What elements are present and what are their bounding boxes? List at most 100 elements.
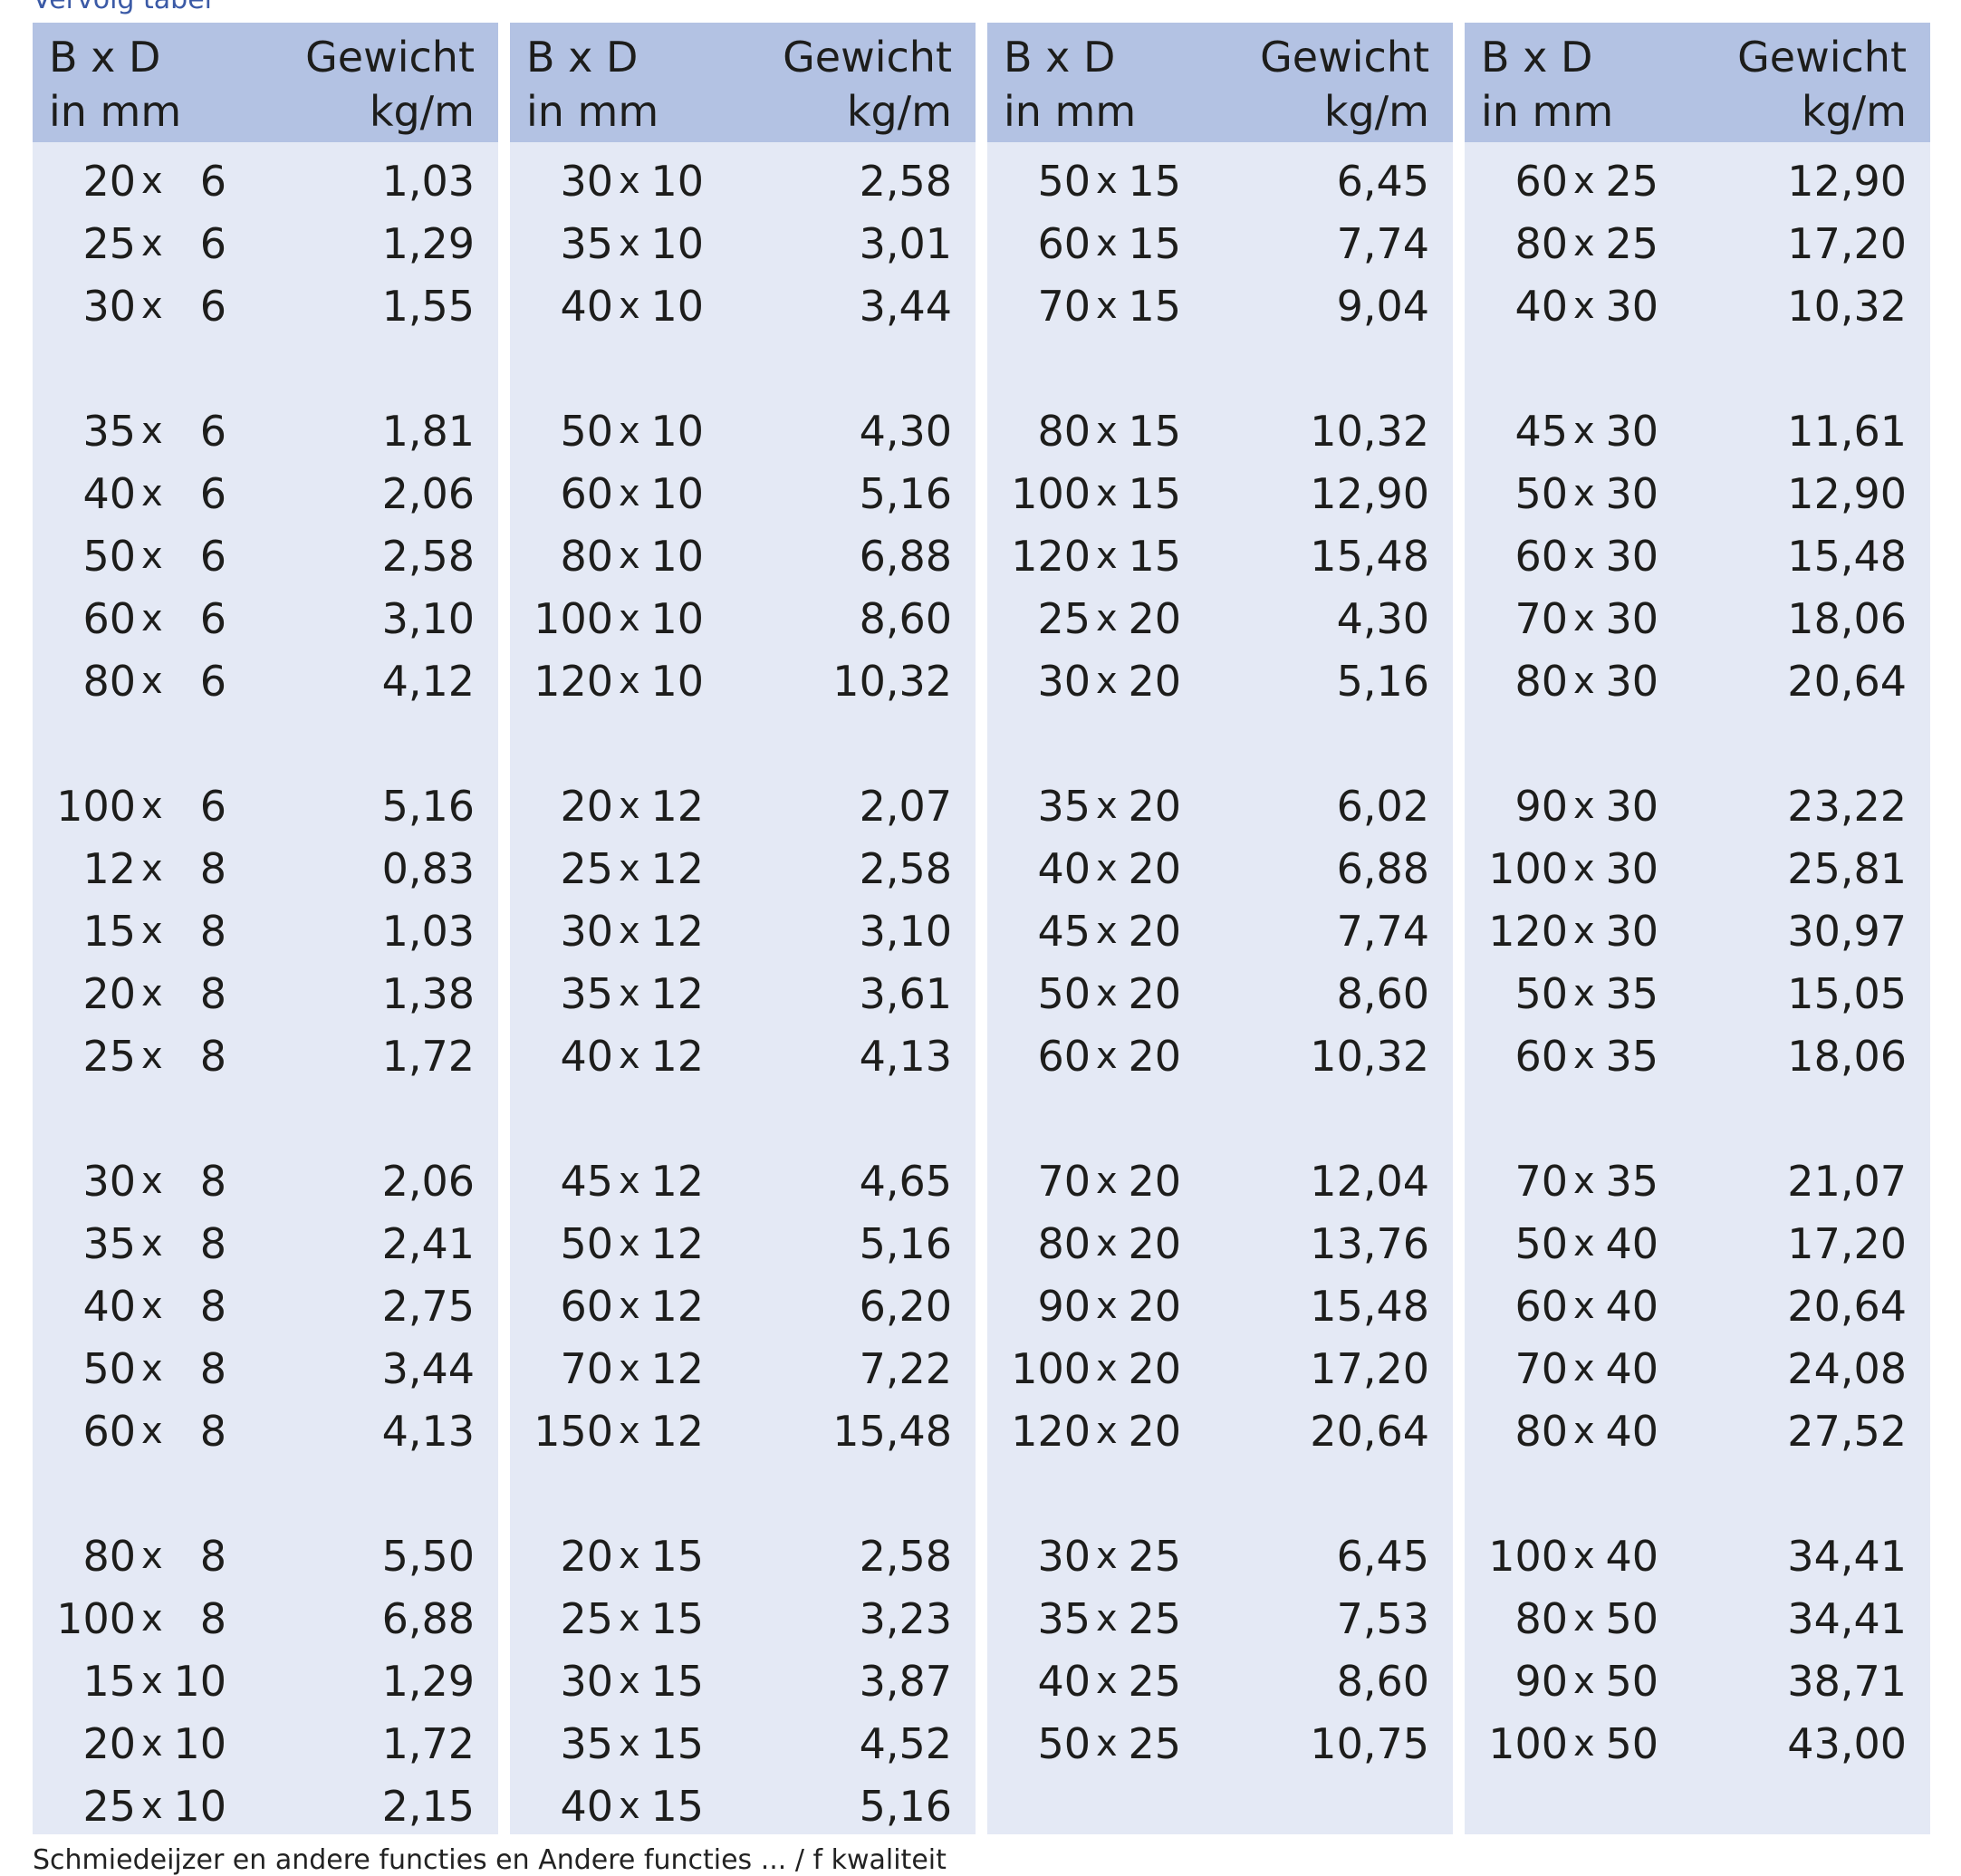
weight-value: 5,16 — [859, 1219, 952, 1268]
table-row: 50 x 20 8,60 — [987, 963, 1453, 1025]
width-value: 40 — [1037, 1657, 1091, 1706]
width-value: 60 — [1514, 532, 1568, 581]
times-sign: x — [619, 785, 640, 827]
times-sign: x — [1573, 473, 1595, 515]
width-value: 45 — [1514, 407, 1568, 456]
weight-value: 21,07 — [1787, 1157, 1907, 1206]
width-value: 40 — [1037, 844, 1091, 893]
weight-value: 6,45 — [1336, 157, 1429, 206]
footnote: Schmiedeijzer en andere functies en Ande… — [33, 1844, 947, 1876]
thickness-value: 15 — [650, 1719, 704, 1768]
table-row: 20 x 8 1,38 — [33, 963, 498, 1025]
times-sign: x — [619, 535, 640, 577]
table-row: 80 x 25 17,20 — [1465, 213, 1930, 275]
width-value: 80 — [1037, 407, 1091, 456]
table-row: 120 x 30 30,97 — [1465, 900, 1930, 963]
table-row: 20 x 15 2,58 — [510, 1525, 976, 1588]
thickness-value: 10 — [650, 282, 704, 331]
table-row: 25 x 6 1,29 — [33, 213, 498, 275]
weight-value: 1,72 — [381, 1719, 475, 1768]
width-value: 50 — [82, 532, 136, 581]
table-row: 70 x 15 9,04 — [987, 275, 1453, 338]
weight-value: 38,71 — [1787, 1657, 1907, 1706]
times-sign: x — [141, 1223, 163, 1265]
thickness-value: 8 — [199, 1219, 226, 1268]
table-row: 100 x 8 6,88 — [33, 1588, 498, 1650]
times-sign: x — [141, 598, 163, 640]
table-row: 25 x 8 1,72 — [33, 1025, 498, 1088]
table-row: 30 x 15 3,87 — [510, 1650, 976, 1713]
table-row: 90 x 30 23,22 — [1465, 775, 1930, 838]
weight-value: 6,45 — [1336, 1532, 1429, 1581]
weight-value: 3,01 — [859, 219, 952, 268]
width-value: 100 — [1488, 1719, 1568, 1768]
weight-header: Gewicht kg/m — [305, 30, 475, 139]
times-sign: x — [1096, 1035, 1118, 1077]
times-sign: x — [141, 1410, 163, 1452]
width-value: 90 — [1514, 782, 1568, 831]
table-row: 70 x 30 18,06 — [1465, 588, 1930, 650]
times-sign: x — [619, 1410, 640, 1452]
weight-value: 15,05 — [1787, 969, 1907, 1018]
thickness-value: 12 — [650, 1282, 704, 1331]
times-sign: x — [141, 910, 163, 952]
table-row: 30 x 6 1,55 — [33, 275, 498, 338]
weight-value: 5,16 — [859, 469, 952, 518]
width-value: 50 — [1514, 1219, 1568, 1268]
weight-value: 10,32 — [1310, 1032, 1429, 1081]
width-value: 30 — [1037, 657, 1091, 706]
thickness-value: 40 — [1605, 1282, 1658, 1331]
times-sign: x — [141, 1598, 163, 1640]
times-sign: x — [1573, 1660, 1595, 1702]
weight-value: 15,48 — [1310, 532, 1429, 581]
times-sign: x — [1573, 910, 1595, 952]
thickness-value: 6 — [199, 157, 226, 206]
table-row: 50 x 30 12,90 — [1465, 463, 1930, 525]
times-sign: x — [141, 1723, 163, 1765]
weight-value: 23,22 — [1787, 782, 1907, 831]
times-sign: x — [1096, 160, 1118, 202]
dimension-header: B x D in mm — [1004, 30, 1136, 139]
times-sign: x — [141, 848, 163, 890]
table-row: 80 x 20 13,76 — [987, 1213, 1453, 1275]
times-sign: x — [619, 1285, 640, 1327]
weight-value: 25,81 — [1787, 844, 1907, 893]
times-sign: x — [1096, 1348, 1118, 1390]
weight-value: 2,07 — [859, 782, 952, 831]
thickness-value: 20 — [1128, 907, 1181, 956]
times-sign: x — [1096, 973, 1118, 1015]
times-sign: x — [1096, 1535, 1118, 1577]
width-value: 40 — [82, 469, 136, 518]
weight-value: 15,48 — [1787, 532, 1907, 581]
table-row: 50 x 15 6,45 — [987, 150, 1453, 213]
width-value: 30 — [82, 1157, 136, 1206]
times-sign: x — [619, 1535, 640, 1577]
thickness-value: 25 — [1605, 219, 1658, 268]
weight-value: 3,10 — [859, 907, 952, 956]
thickness-value: 8 — [199, 907, 226, 956]
thickness-value: 25 — [1128, 1594, 1181, 1643]
weight-value: 2,41 — [381, 1219, 475, 1268]
thickness-value: 35 — [1605, 1032, 1658, 1081]
times-sign: x — [1573, 1598, 1595, 1640]
width-value: 50 — [1037, 969, 1091, 1018]
table-row: 15 x 8 1,03 — [33, 900, 498, 963]
table-row: 30 x 10 2,58 — [510, 150, 976, 213]
times-sign: x — [1573, 1348, 1595, 1390]
table-row: 40 x 30 10,32 — [1465, 275, 1930, 338]
width-value: 70 — [1514, 1344, 1568, 1393]
weight-value: 12,04 — [1310, 1157, 1429, 1206]
weight-header-unit: kg/m — [369, 87, 475, 136]
table-row: 30 x 12 3,10 — [510, 900, 976, 963]
times-sign: x — [1573, 1035, 1595, 1077]
width-value: 80 — [560, 532, 613, 581]
width-value: 35 — [560, 969, 613, 1018]
weight-value: 9,04 — [1336, 282, 1429, 331]
table-row: 80 x 10 6,88 — [510, 525, 976, 588]
weight-value: 4,12 — [381, 657, 475, 706]
table-row: 20 x 6 1,03 — [33, 150, 498, 213]
table-row: 40 x 15 5,16 — [510, 1775, 976, 1838]
weight-value: 8,60 — [859, 594, 952, 643]
table-row: 50 x 40 17,20 — [1465, 1213, 1930, 1275]
